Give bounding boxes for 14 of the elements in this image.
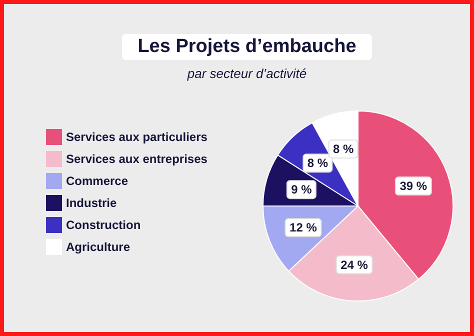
legend-label: Services aux entreprises <box>66 152 208 166</box>
data-label: 8 % <box>307 156 328 170</box>
data-label: 12 % <box>290 220 318 235</box>
legend-label: Industrie <box>66 196 117 210</box>
legend-label: Agriculture <box>66 240 130 254</box>
data-label: 8 % <box>333 142 354 156</box>
chart-subtitle: par secteur d’activité <box>186 66 308 81</box>
chart-title: Les Projets d’embauche <box>122 34 372 60</box>
data-label: 9 % <box>291 182 312 197</box>
legend-label: Construction <box>66 218 141 232</box>
data-label: 24 % <box>340 258 368 272</box>
legend-label: Services aux particuliers <box>66 130 208 144</box>
legend-label: Commerce <box>66 174 128 188</box>
data-label: 39 % <box>400 179 428 194</box>
